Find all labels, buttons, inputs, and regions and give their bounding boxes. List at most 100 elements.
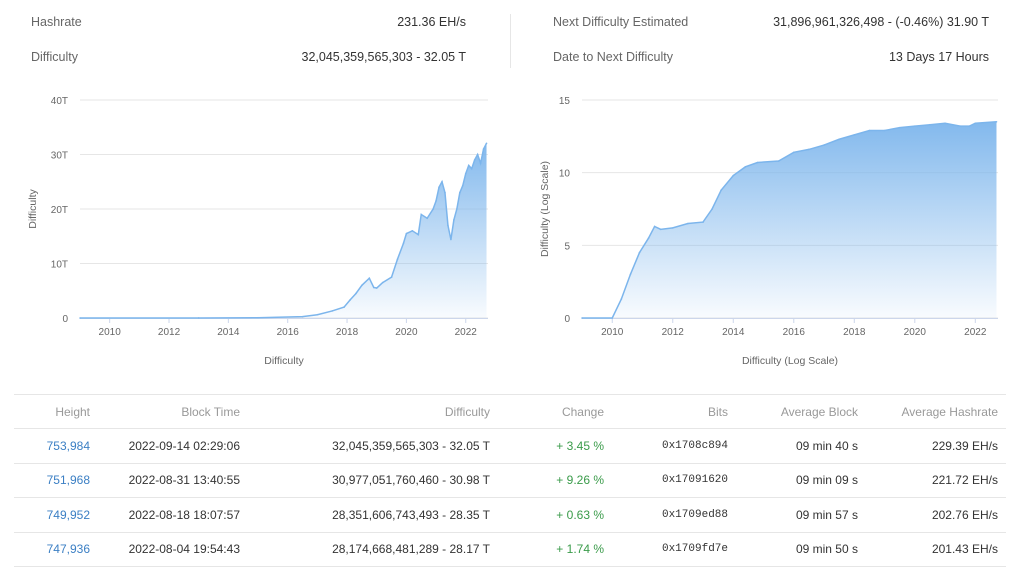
col-average-hashrate-header[interactable]: Average Hashrate [901, 404, 998, 419]
col-bits-header[interactable]: Bits [707, 404, 728, 419]
data-point[interactable] [482, 148, 485, 150]
data-point[interactable] [485, 142, 488, 145]
data-point[interactable] [659, 228, 662, 231]
data-point[interactable] [316, 313, 319, 316]
data-point[interactable] [301, 315, 304, 318]
data-point[interactable] [638, 251, 641, 254]
data-point[interactable] [343, 306, 345, 308]
data-point[interactable] [647, 237, 650, 239]
data-point[interactable] [435, 200, 437, 202]
difficulty-log-chart[interactable]: 0 5 10 15 2010 2012 2014 2016 2018 2020 2022 Diffic… [514, 84, 1024, 374]
data-point[interactable] [405, 232, 408, 235]
data-point[interactable] [898, 126, 901, 129]
data-point[interactable] [375, 287, 378, 289]
data-point[interactable] [581, 317, 583, 319]
data-point[interactable] [432, 208, 434, 210]
data-point[interactable] [438, 186, 440, 188]
data-point[interactable] [868, 129, 871, 132]
data-point[interactable] [447, 224, 449, 227]
data-point[interactable] [914, 125, 916, 127]
col-block-time-header[interactable]: Block Time [181, 404, 240, 419]
data-point[interactable] [257, 316, 259, 319]
data-point[interactable] [720, 189, 722, 191]
data-point[interactable] [792, 151, 795, 154]
data-point[interactable] [629, 273, 632, 276]
data-point[interactable] [687, 222, 689, 225]
average-hashrate-cell: 202.76 EH/s [931, 507, 998, 522]
data-point[interactable] [420, 213, 423, 216]
data-point[interactable] [823, 144, 825, 146]
data-point[interactable] [711, 208, 713, 210]
data-point[interactable] [355, 292, 357, 295]
data-point[interactable] [476, 153, 479, 156]
data-point[interactable] [79, 317, 81, 319]
data-point[interactable] [426, 217, 428, 220]
difficulty-cell: 28,351,606,743,493 - 28.35 T [332, 507, 490, 522]
data-point[interactable] [968, 125, 971, 127]
difficulty-chart[interactable]: 0 10T 20T 30T 40T 2010 2012 2014 2016 2018 2020 202… [10, 84, 510, 374]
average-block-cell: 09 min 09 s [795, 473, 858, 488]
data-point[interactable] [777, 160, 780, 162]
data-point[interactable] [197, 317, 200, 319]
data-point[interactable] [459, 191, 461, 194]
data-point[interactable] [411, 230, 414, 232]
data-point[interactable] [444, 191, 446, 194]
data-point[interactable] [372, 286, 375, 289]
col-change-header[interactable]: Change [561, 404, 604, 419]
data-point[interactable] [959, 125, 961, 127]
data-point[interactable] [390, 276, 393, 278]
col-height-header[interactable]: Height [55, 404, 90, 419]
data-point[interactable] [479, 162, 482, 165]
x-tick-label: 2018 [843, 327, 866, 338]
data-point[interactable] [974, 122, 977, 125]
data-point[interactable] [883, 129, 886, 132]
data-point[interactable] [456, 208, 458, 210]
data-point[interactable] [402, 242, 405, 245]
data-point[interactable] [467, 164, 470, 167]
data-point[interactable] [381, 281, 384, 284]
data-point[interactable] [808, 148, 810, 151]
data-point[interactable] [611, 317, 614, 319]
data-point[interactable] [838, 138, 840, 141]
data-point[interactable] [450, 238, 452, 241]
data-point[interactable] [944, 122, 946, 125]
data-point[interactable] [929, 123, 931, 126]
data-point[interactable] [473, 159, 476, 161]
block-height-link[interactable]: 747,936 [46, 542, 90, 557]
data-point[interactable] [620, 298, 623, 300]
col-average-block-header[interactable]: Average Block [780, 404, 858, 419]
table-body: 753,984 2022-09-14 02:29:06 32,045,359,565… [14, 429, 1006, 567]
col-difficulty-header[interactable]: Difficulty [444, 404, 490, 419]
hashrate-label: Hashrate [31, 15, 82, 29]
data-point[interactable] [853, 134, 856, 136]
data-point[interactable] [671, 227, 674, 229]
data-point[interactable] [470, 167, 473, 170]
block-time-cell: 2022-08-31 13:40:55 [128, 473, 240, 488]
block-height-link[interactable]: 753,984 [46, 438, 90, 453]
data-point[interactable] [441, 180, 443, 183]
block-time-cell: 2022-08-18 18:07:57 [128, 507, 240, 522]
data-point[interactable] [461, 184, 464, 187]
change-cell: + 9.26 % [556, 473, 604, 488]
data-point[interactable] [995, 121, 998, 123]
data-point[interactable] [361, 284, 363, 287]
y-tick-label: 0 [62, 314, 68, 325]
data-point[interactable] [464, 172, 467, 175]
data-point[interactable] [744, 166, 747, 168]
data-point[interactable] [396, 258, 399, 260]
block-height-link[interactable]: 749,952 [46, 507, 90, 522]
data-point[interactable] [331, 310, 334, 312]
series-line[interactable] [582, 121, 997, 319]
data-point[interactable] [653, 225, 656, 228]
change-cell: + 0.63 % [556, 507, 604, 522]
data-point[interactable] [349, 299, 351, 301]
data-point[interactable] [702, 221, 704, 223]
data-point[interactable] [756, 161, 759, 164]
data-point[interactable] [417, 233, 420, 236]
difficulty-cell: 30,977,051,760,460 - 30.98 T [332, 473, 490, 488]
average-block-cell: 09 min 57 s [795, 507, 858, 522]
data-point[interactable] [368, 277, 371, 280]
data-point[interactable] [732, 174, 735, 177]
data-point[interactable] [453, 219, 455, 221]
block-height-link[interactable]: 751,968 [46, 473, 90, 488]
